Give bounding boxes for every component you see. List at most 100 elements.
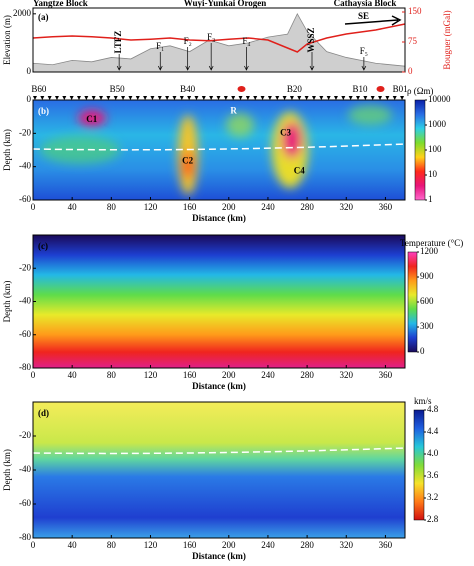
y2-tick-label: 150: [408, 6, 422, 16]
station: [245, 96, 250, 100]
x-tick-label: 160: [183, 370, 197, 380]
fault-arrow: [116, 54, 122, 71]
x-tick-label: 320: [340, 202, 354, 212]
station-label: B50: [110, 84, 126, 94]
x-tick-label: 240: [261, 540, 275, 550]
y-tick-label: -60: [19, 498, 31, 508]
station: [62, 96, 67, 100]
y2-label: Bouguer (mGal): [442, 10, 452, 69]
station: [84, 96, 89, 100]
anomaly-label: C1: [86, 114, 97, 124]
fault-arrow: [185, 47, 190, 71]
station: [400, 96, 405, 100]
anomaly-label: R: [230, 106, 237, 116]
y-tick-label: -60: [19, 194, 31, 204]
velocity-field: [33, 402, 405, 538]
x-tick-label: 320: [340, 370, 354, 380]
colorbar: [414, 99, 426, 201]
station-label: B60: [31, 84, 47, 94]
x-tick-label: 360: [379, 540, 393, 550]
station: [194, 96, 199, 100]
colorbar-tick-label: 10000: [428, 94, 451, 104]
colorbar-tick-label: 10: [428, 169, 438, 179]
volcano-icon: [376, 86, 385, 92]
colorbar-tick-label: 4.0: [427, 448, 439, 458]
station: [392, 96, 397, 100]
station: [172, 96, 177, 100]
colorbar-tick-label: 300: [420, 321, 434, 331]
x-tick-label: 80: [107, 202, 117, 212]
colorbar-tick-label: 3.2: [427, 492, 438, 502]
x-tick-label: 120: [144, 370, 158, 380]
x-tick-label: 120: [144, 202, 158, 212]
y-tick-label: -60: [19, 329, 31, 339]
station: [289, 96, 294, 100]
x-tick-label: 0: [31, 370, 36, 380]
direction-arrow: [344, 15, 402, 26]
x-tick-label: 80: [107, 370, 117, 380]
plot-frame: [32, 7, 406, 73]
fault-arrow: [361, 57, 367, 71]
station: [150, 96, 155, 100]
x-tick-label: 40: [68, 540, 78, 550]
y-tick-label: 0: [27, 94, 32, 104]
station: [231, 96, 236, 100]
fault-arrow: [309, 52, 315, 71]
anomaly-label: C2: [182, 156, 193, 166]
station: [40, 96, 45, 100]
y-tick-label: -20: [19, 127, 31, 137]
station: [187, 96, 192, 100]
y-tick-label: -40: [19, 296, 31, 306]
x-tick-label: 360: [379, 202, 393, 212]
station: [260, 96, 265, 100]
x-tick-label: 120: [144, 540, 158, 550]
station: [275, 96, 280, 100]
station: [326, 96, 331, 100]
station: [363, 96, 368, 100]
panel-label: (c): [38, 241, 48, 251]
x-tick-label: 160: [183, 540, 197, 550]
y2-tick-label: 0: [408, 66, 413, 76]
block-label: Yangtze Block: [33, 0, 88, 8]
y-tick-label: 0: [27, 66, 32, 76]
station-label: B40: [180, 84, 196, 94]
station: [91, 96, 96, 100]
station-label: B10: [352, 84, 368, 94]
station: [267, 96, 272, 100]
y-tick-label: 2000: [13, 8, 32, 18]
station: [201, 96, 206, 100]
resistivity-field: [33, 100, 405, 200]
station: [99, 96, 104, 100]
station: [179, 96, 184, 100]
colorbar-title: Temperature (°C): [400, 238, 463, 248]
y-label: Depth (km): [2, 281, 12, 323]
fault-label: F₅: [360, 46, 368, 56]
station: [77, 96, 82, 100]
station: [209, 96, 214, 100]
station: [54, 96, 59, 100]
station: [223, 96, 228, 100]
station: [385, 96, 390, 100]
station: [238, 96, 243, 100]
colorbar-tick-label: 0: [420, 346, 425, 356]
fault-label: F₁: [156, 41, 164, 51]
x-tick-label: 280: [300, 540, 314, 550]
block-label: Cathaysia Block: [334, 0, 397, 8]
fault-arrow: [244, 47, 249, 71]
x-tick-label: 40: [68, 202, 78, 212]
x-tick-label: 200: [222, 540, 236, 550]
x-tick-label: 240: [261, 370, 275, 380]
station: [333, 96, 338, 100]
station-label: B20: [287, 84, 303, 94]
station: [47, 96, 52, 100]
colorbar-tick-label: 2.8: [427, 514, 439, 524]
y-tick-label: -80: [19, 532, 31, 542]
colorbar-tick-label: 1200: [420, 246, 439, 256]
plot-frame: [32, 99, 406, 201]
colorbar-title: ρ (Ωm): [407, 86, 433, 96]
colorbar-tick-label: 1000: [428, 119, 447, 129]
station: [165, 96, 170, 100]
volcano-icon: [237, 86, 246, 92]
station: [311, 96, 316, 100]
